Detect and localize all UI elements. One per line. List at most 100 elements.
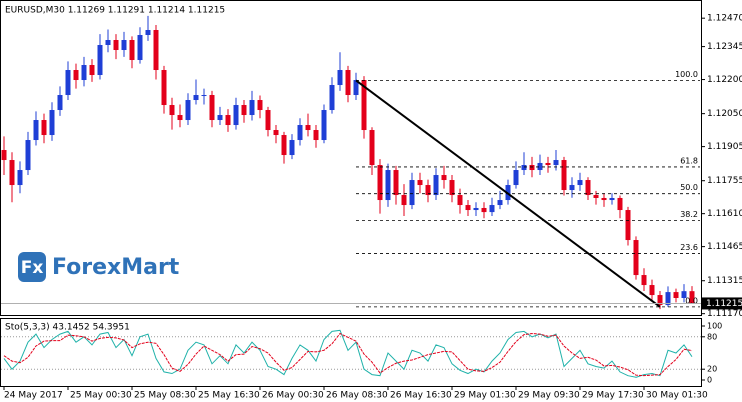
- stochastic-line: [3, 329, 693, 378]
- candle-body: [393, 170, 399, 196]
- fibo-label: 50.0: [680, 183, 698, 192]
- y-tick-label: 1.12200: [707, 75, 742, 85]
- x-tick-label: 29 May 01:30: [454, 391, 516, 401]
- y-tick-label: 1.11755: [707, 176, 742, 186]
- y-tick-label: 1.11170: [707, 309, 742, 319]
- candle-body: [113, 40, 119, 51]
- candle-body: [9, 160, 15, 186]
- candle-body: [193, 95, 199, 101]
- candle-body: [513, 170, 519, 186]
- fibo-label: 100.0: [675, 70, 698, 79]
- y-tick-label: 1.11905: [707, 142, 742, 152]
- fibo-label: 23.6: [680, 243, 698, 252]
- candle-body: [273, 130, 279, 136]
- candle-body: [657, 295, 663, 306]
- candle-body: [25, 140, 31, 171]
- watermark: ForexMart: [52, 255, 180, 280]
- candle-body: [345, 70, 351, 96]
- candle-body: [145, 30, 151, 36]
- candle-body: [241, 105, 247, 116]
- candle-body: [425, 185, 431, 196]
- candle-body: [305, 125, 311, 131]
- candle-body: [105, 40, 111, 46]
- candle-body: [313, 130, 319, 141]
- candle-body: [537, 162, 543, 171]
- candle-body: [337, 70, 343, 86]
- candle-body: [1, 150, 7, 161]
- x-tick-label: 30 May 01:30: [646, 391, 708, 401]
- stochastic-line: [3, 332, 693, 377]
- candle-body: [673, 292, 679, 298]
- candle-body: [289, 140, 295, 156]
- fibo-label: 61.8: [680, 156, 698, 165]
- candle-body: [457, 195, 463, 206]
- candle-body: [561, 160, 567, 191]
- chart-header: EURUSD,M30 1.11269 1.11291 1.11214 1.112…: [5, 6, 225, 16]
- candle-body: [177, 115, 183, 121]
- candle-body: [521, 165, 527, 171]
- x-tick-label: 25 May 00:30: [70, 391, 132, 401]
- candle-body: [473, 207, 479, 211]
- candle-body: [249, 100, 255, 116]
- x-tick-label: 29 May 17:30: [582, 391, 644, 401]
- candle-body: [121, 40, 127, 51]
- main-pane: [0, 0, 702, 316]
- candle-body: [361, 80, 367, 131]
- bid-label: 1.11215: [706, 299, 742, 309]
- y-tick-label: 1.12345: [707, 42, 742, 52]
- candle-body: [161, 70, 167, 106]
- x-tick-label: 26 May 00:30: [262, 391, 324, 401]
- candle-body: [81, 65, 87, 81]
- candle-body: [609, 197, 615, 201]
- candle-body: [265, 110, 271, 131]
- y-tick-label: 1.11610: [707, 209, 742, 219]
- candle-body: [73, 70, 79, 81]
- x-tick-label: 29 May 09:30: [518, 391, 580, 401]
- candle-body: [297, 125, 303, 141]
- candle-body: [569, 185, 575, 191]
- candle-body: [225, 115, 231, 126]
- candle-body: [417, 180, 423, 186]
- logo-icon-text: Fx: [21, 258, 44, 278]
- candle-body: [665, 292, 671, 306]
- candle-body: [601, 197, 607, 201]
- candle-body: [529, 165, 535, 171]
- candle-body: [201, 95, 207, 97]
- candle-body: [377, 165, 383, 201]
- candle-body: [545, 162, 551, 166]
- candle-body: [641, 275, 647, 286]
- candle-body: [353, 80, 359, 96]
- candle-body: [385, 170, 391, 201]
- fibo-label: 0.0: [685, 296, 698, 305]
- candle-body: [41, 120, 47, 136]
- candle-body: [17, 170, 23, 186]
- candle-body: [153, 30, 159, 71]
- candle-body: [689, 291, 695, 304]
- trendline: [355, 79, 661, 308]
- candle-body: [409, 180, 415, 206]
- indicator-y-tick-label: 20: [707, 365, 717, 374]
- candle-body: [169, 105, 175, 116]
- candle-body: [593, 195, 599, 198]
- y-tick-label: 1.12470: [707, 14, 742, 24]
- x-tick-label: 26 May 16:30: [390, 391, 452, 401]
- x-tick-label: 25 May 16:30: [198, 391, 260, 401]
- candle-body: [137, 35, 143, 61]
- x-tick-label: 25 May 08:30: [134, 391, 196, 401]
- candle-body: [185, 100, 191, 121]
- candle-body: [649, 285, 655, 296]
- candle-body: [633, 240, 639, 276]
- candle-body: [65, 70, 71, 96]
- candle-body: [585, 180, 591, 196]
- candle-body: [217, 115, 223, 121]
- indicator-pane: [0, 318, 702, 387]
- candle-body: [97, 45, 103, 76]
- candle-body: [129, 40, 135, 61]
- candle-body: [489, 205, 495, 213]
- candle-body: [401, 195, 407, 206]
- candle-body: [497, 200, 503, 206]
- candle-body: [433, 175, 439, 196]
- candle-body: [617, 197, 623, 211]
